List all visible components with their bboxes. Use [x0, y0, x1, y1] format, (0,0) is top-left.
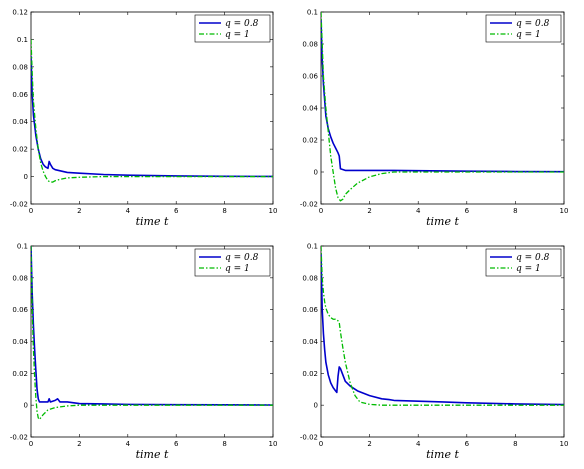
legend-label: q = 1 — [225, 30, 250, 40]
y-tick-label: 0.1 — [17, 36, 28, 44]
x-tick-label: 2 — [367, 440, 371, 448]
x-axis-label: time t — [136, 448, 169, 461]
x-tick-label: 10 — [269, 207, 278, 215]
x-tick-label: 10 — [560, 440, 569, 448]
y-tick-label: -0.02 — [10, 434, 28, 442]
y-tick-label: 0 — [314, 169, 318, 177]
series-line-q-1 — [321, 12, 564, 202]
legend-label: q = 0.8 — [516, 19, 550, 29]
x-axis-label: time t — [136, 215, 169, 228]
y-tick-label: 0.1 — [307, 9, 318, 17]
legend-label: q = 0.8 — [225, 19, 259, 29]
y-tick-label: 0.08 — [302, 274, 318, 282]
y-tick-label: 0.06 — [302, 73, 318, 81]
y-tick-label: -0.02 — [300, 434, 318, 442]
x-tick-label: 8 — [222, 440, 226, 448]
y-tick-label: 0.02 — [302, 370, 318, 378]
legend-label: q = 1 — [516, 30, 541, 40]
y-tick-label: 0.02 — [12, 370, 28, 378]
legend-box — [485, 14, 562, 43]
x-tick-label: 8 — [513, 207, 517, 215]
y-tick-label: 0.02 — [12, 146, 28, 154]
y-tick-label: 0 — [314, 402, 318, 410]
y-tick-label: 0.04 — [302, 338, 318, 346]
x-tick-label: 0 — [319, 440, 323, 448]
y-tick-label: 0.04 — [12, 118, 28, 126]
x-tick-label: 6 — [174, 440, 179, 448]
legend-box — [194, 248, 271, 277]
x-tick-label: 4 — [126, 440, 131, 448]
y-tick-label: -0.02 — [300, 201, 318, 209]
legend: q = 0.8q = 1 — [194, 248, 271, 277]
x-axis-label: time t — [426, 448, 459, 461]
y-tick-label: -0.02 — [10, 201, 28, 209]
y-tick-label: 0.08 — [12, 274, 28, 282]
x-tick-label: 0 — [319, 207, 323, 215]
y-tick-label: 0.06 — [12, 306, 28, 314]
y-tick-label: 0.04 — [12, 338, 28, 346]
y-tick-label: 0 — [24, 173, 28, 181]
y-tick-label: 0.06 — [12, 91, 28, 99]
series-line-q-0-8 — [321, 19, 564, 173]
chart-panel-1: 0 2 4 6 8 10-0.0200.020.040.060.080.10.12time… — [10, 9, 278, 229]
y-tick-label: 0.02 — [302, 137, 318, 145]
legend: q = 0.8q = 1 — [485, 248, 562, 277]
x-tick-label: 4 — [416, 207, 421, 215]
y-tick-label: 0.12 — [12, 9, 28, 17]
x-tick-label: 6 — [465, 440, 470, 448]
x-tick-label: 6 — [465, 207, 470, 215]
x-tick-label: 2 — [77, 440, 81, 448]
legend-box — [485, 248, 562, 277]
series-line-q-1 — [31, 39, 273, 183]
x-tick-label: 6 — [174, 207, 179, 215]
legend-label: q = 1 — [516, 264, 541, 274]
series-line-q-0-8 — [31, 55, 273, 178]
y-tick-label: 0.1 — [307, 243, 318, 251]
y-tick-label: 0.1 — [17, 243, 28, 251]
legend-box — [194, 14, 271, 43]
y-tick-label: 0.06 — [302, 306, 318, 314]
x-tick-label: 10 — [560, 207, 569, 215]
x-tick-label: 4 — [416, 440, 421, 448]
y-tick-label: 0.08 — [12, 63, 28, 71]
series-line-q-0-8 — [321, 253, 564, 406]
x-tick-label: 2 — [77, 207, 81, 215]
x-tick-label: 8 — [222, 207, 226, 215]
x-tick-label: 8 — [513, 440, 517, 448]
legend: q = 0.8q = 1 — [194, 14, 271, 43]
legend-label: q = 0.8 — [225, 253, 259, 263]
x-tick-label: 0 — [29, 440, 33, 448]
x-tick-label: 0 — [29, 207, 33, 215]
x-axis-label: time t — [426, 215, 459, 228]
legend-label: q = 1 — [225, 264, 250, 274]
x-tick-label: 10 — [269, 440, 278, 448]
legend-label: q = 0.8 — [516, 253, 550, 263]
series-line-q-0-8 — [31, 246, 273, 406]
y-tick-label: 0.04 — [302, 105, 318, 113]
y-tick-label: 0.08 — [302, 41, 318, 49]
x-tick-label: 4 — [126, 207, 131, 215]
series-line-q-1 — [31, 246, 273, 421]
x-tick-label: 2 — [367, 207, 371, 215]
y-tick-label: 0 — [24, 402, 28, 410]
legend: q = 0.8q = 1 — [485, 14, 562, 43]
